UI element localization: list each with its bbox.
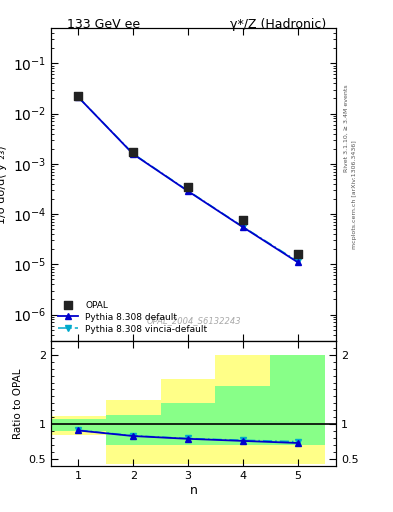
OPAL	[130, 147, 136, 156]
Pythia 8.308 default	[186, 188, 191, 194]
Pythia 8.308 vincia-default	[186, 188, 191, 194]
Text: Rivet 3.1.10, ≥ 3.4M events: Rivet 3.1.10, ≥ 3.4M events	[344, 84, 349, 172]
Text: mcplots.cern.ch [arXiv:1306.3436]: mcplots.cern.ch [arXiv:1306.3436]	[352, 140, 357, 249]
Pythia 8.308 default	[241, 224, 245, 230]
OPAL	[185, 183, 191, 191]
Pythia 8.308 vincia-default	[131, 151, 136, 157]
Text: OPAL_2004_S6132243: OPAL_2004_S6132243	[146, 316, 241, 325]
Pythia 8.308 vincia-default	[76, 94, 81, 100]
Text: γ*/Z (Hadronic): γ*/Z (Hadronic)	[230, 18, 326, 31]
Line: Pythia 8.308 default: Pythia 8.308 default	[75, 94, 301, 266]
Y-axis label: Ratio to OPAL: Ratio to OPAL	[13, 368, 23, 439]
OPAL	[75, 92, 82, 100]
Legend: OPAL, Pythia 8.308 default, Pythia 8.308 vincia-default: OPAL, Pythia 8.308 default, Pythia 8.308…	[55, 298, 210, 336]
Text: 133 GeV ee: 133 GeV ee	[67, 18, 140, 31]
OPAL	[294, 250, 301, 258]
Line: Pythia 8.308 vincia-default: Pythia 8.308 vincia-default	[75, 94, 301, 265]
Pythia 8.308 vincia-default	[241, 224, 245, 230]
OPAL	[240, 216, 246, 224]
X-axis label: n: n	[189, 483, 198, 497]
Pythia 8.308 default	[131, 151, 136, 157]
Pythia 8.308 vincia-default	[295, 258, 300, 264]
Pythia 8.308 default	[295, 259, 300, 265]
Pythia 8.308 default	[76, 94, 81, 100]
Y-axis label: 1/σ dσ/d⟨ y²₂₃⟩: 1/σ dσ/d⟨ y²₂₃⟩	[0, 145, 7, 224]
